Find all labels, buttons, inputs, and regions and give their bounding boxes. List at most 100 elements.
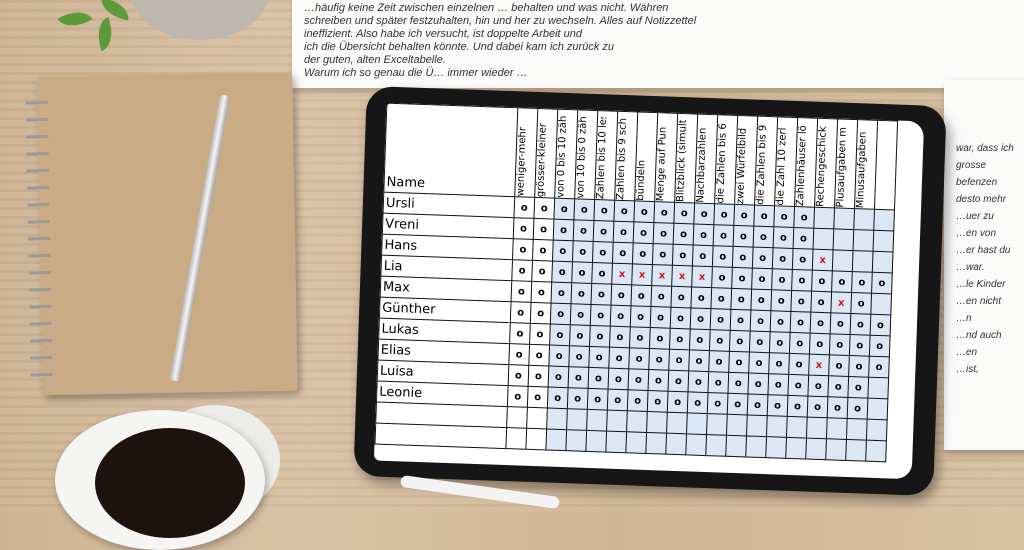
- circle-mark: o: [573, 219, 594, 242]
- circle-mark: o: [571, 261, 593, 284]
- circle-mark: o: [548, 345, 570, 367]
- document-fragments: war, dass ich grosse befenzen desto mehr …ue…: [956, 140, 1024, 378]
- paper-line: …en: [956, 347, 978, 358]
- empty-cell: [866, 419, 888, 441]
- column-header-label: Nachbarzahlen: [695, 127, 709, 203]
- circle-mark: o: [610, 305, 631, 327]
- circle-mark: o: [591, 262, 613, 285]
- circle-mark: o: [653, 222, 674, 245]
- circle-mark: o: [672, 244, 694, 266]
- circle-mark: o: [629, 326, 651, 349]
- circle-mark: o: [551, 282, 572, 304]
- circle-mark: o: [588, 346, 610, 369]
- circle-mark: o: [733, 204, 755, 227]
- empty-cell: [873, 209, 895, 231]
- paper-line: der guten, alten Exceltabelle.: [304, 54, 446, 66]
- empty-cell: [745, 435, 767, 458]
- circle-mark: o: [669, 328, 691, 350]
- circle-mark: o: [788, 353, 810, 376]
- circle-mark: o: [829, 333, 851, 356]
- circle-mark: o: [670, 307, 691, 329]
- circle-mark: o: [770, 310, 791, 333]
- column-header-label: Menge auf Pun: [655, 126, 669, 202]
- circle-mark: o: [727, 393, 748, 415]
- circle-mark: o: [790, 311, 811, 334]
- paper-line: …nd auch: [956, 330, 1002, 341]
- column-header-label: Minusaufgaben: [855, 131, 869, 209]
- empty-cell: [867, 398, 888, 420]
- empty-cell: [853, 208, 875, 231]
- empty-cell: [665, 433, 687, 455]
- circle-mark: o: [612, 242, 634, 264]
- circle-mark: o: [827, 375, 849, 398]
- empty-cell: [705, 434, 727, 457]
- circle-mark: o: [511, 280, 532, 303]
- empty-cell: [565, 429, 587, 452]
- plant: [57, 0, 140, 52]
- circle-mark: o: [610, 284, 632, 306]
- circle-mark: o: [627, 389, 649, 412]
- circle-mark: o: [712, 245, 734, 268]
- circle-mark: o: [587, 388, 609, 411]
- circle-mark: o: [690, 307, 711, 330]
- paper-line: befenzen: [956, 177, 998, 188]
- student-name: [374, 423, 507, 449]
- circle-mark: o: [768, 352, 790, 375]
- circle-mark: o: [790, 290, 812, 313]
- circle-mark: o: [547, 387, 569, 409]
- empty-cell: [525, 428, 547, 450]
- circle-mark: o: [810, 291, 832, 313]
- circle-mark: o: [648, 369, 669, 392]
- circle-mark: o: [667, 391, 689, 413]
- progress-table: Name weniger-mehr grösser-kleiner von 0 bi…: [374, 103, 898, 463]
- empty-cell: [706, 413, 728, 436]
- empty-cell: [826, 417, 848, 440]
- circle-mark: o: [531, 281, 552, 304]
- column-header-label: Zahlen bis 10 les: [595, 117, 610, 200]
- circle-mark: o: [789, 332, 811, 355]
- circle-mark: o: [869, 335, 891, 357]
- column-header-label: Plusaufgaben m: [835, 126, 849, 208]
- circle-mark: o: [690, 286, 712, 309]
- circle-mark: o: [589, 325, 611, 348]
- column-header-label: Rechengeschick: [815, 126, 829, 208]
- circle-mark: o: [532, 239, 554, 262]
- empty-cell: [605, 431, 627, 453]
- circle-mark: o: [848, 355, 870, 378]
- circle-mark: o: [793, 206, 815, 229]
- circle-mark: o: [870, 314, 891, 336]
- circle-mark: o: [871, 272, 893, 294]
- column-header-label: von 10 bis 0 zäh: [575, 116, 590, 199]
- circle-mark: o: [511, 259, 533, 282]
- empty-cell: [805, 438, 827, 460]
- circle-mark: o: [713, 203, 735, 226]
- empty-cell: [566, 408, 588, 431]
- circle-mark: o: [530, 302, 552, 325]
- paper-line: war, dass ich: [956, 143, 1014, 154]
- red-x-mark: x: [812, 249, 834, 271]
- circle-mark: o: [710, 287, 732, 310]
- circle-mark: o: [729, 330, 751, 353]
- empty-cell: [725, 435, 747, 457]
- empty-cell: [586, 409, 608, 432]
- column-header-label: die Zahlen bis 6: [715, 123, 729, 204]
- paper-line: Warum ich so genau die Ü… immer wieder …: [304, 67, 528, 79]
- circle-mark: o: [693, 223, 714, 246]
- red-x-mark: x: [631, 263, 653, 286]
- circle-mark: o: [707, 392, 728, 415]
- circle-mark: o: [508, 343, 530, 366]
- circle-mark: o: [550, 303, 572, 325]
- circle-mark: o: [593, 199, 615, 222]
- column-header-label: Zahlenhäuser lö: [795, 125, 809, 207]
- column-header-label: bündeln: [635, 159, 648, 201]
- empty-cell: [833, 228, 854, 251]
- circle-mark: o: [571, 282, 592, 305]
- empty-cell: [505, 427, 527, 450]
- empty-cell: [832, 249, 854, 272]
- paper-line: …n: [956, 313, 972, 324]
- circle-mark: o: [673, 223, 694, 245]
- empty-cell: [853, 229, 874, 252]
- circle-mark: o: [749, 331, 771, 353]
- circle-mark: o: [553, 198, 575, 220]
- circle-mark: o: [851, 271, 873, 294]
